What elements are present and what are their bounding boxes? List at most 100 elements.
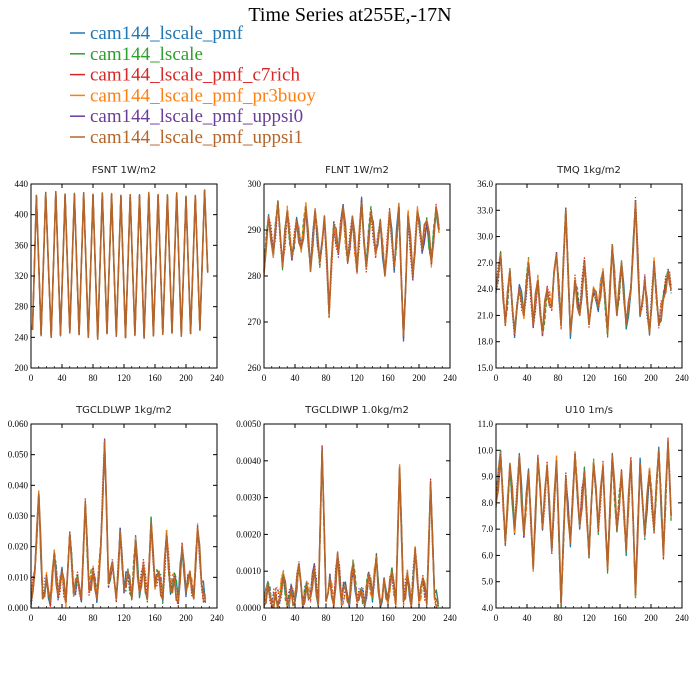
- x-tick-label: 160: [148, 373, 162, 383]
- y-tick-label: 33.0: [477, 205, 493, 215]
- y-tick-label: 320: [15, 271, 29, 281]
- y-tick-label: 4.0: [482, 603, 494, 613]
- x-tick-label: 0: [494, 613, 499, 623]
- x-tick-label: 160: [148, 613, 162, 623]
- series-line: [31, 189, 209, 340]
- y-tick-label: 10.0: [477, 445, 493, 455]
- y-tick-label: 0.050: [8, 450, 29, 460]
- y-tick-label: 6.0: [482, 550, 494, 560]
- y-tick-label: 18.0: [477, 337, 493, 347]
- x-tick-label: 0: [262, 613, 267, 623]
- y-tick-label: 290: [248, 225, 262, 235]
- x-tick-label: 40: [291, 373, 301, 383]
- x-tick-label: 240: [443, 373, 457, 383]
- x-tick-label: 160: [381, 373, 395, 383]
- y-tick-label: 0.010: [8, 572, 29, 582]
- x-tick-label: 80: [322, 373, 332, 383]
- x-tick-label: 240: [675, 373, 689, 383]
- x-tick-label: 240: [210, 613, 224, 623]
- x-tick-label: 80: [322, 613, 332, 623]
- x-tick-label: 240: [210, 373, 224, 383]
- x-tick-label: 80: [89, 373, 99, 383]
- y-tick-label: 0.0040: [236, 456, 261, 466]
- legend-label: cam144_lscale_pmf: [90, 23, 244, 44]
- legend-entry: cam144_lscale_pmf_uppsi1: [70, 127, 303, 148]
- y-tick-label: 8.0: [482, 498, 494, 508]
- x-tick-label: 240: [443, 613, 457, 623]
- x-tick-label: 40: [523, 373, 533, 383]
- series-group: [263, 196, 440, 342]
- y-tick-label: 24.0: [477, 284, 493, 294]
- x-tick-label: 120: [117, 373, 131, 383]
- x-tick-label: 120: [350, 613, 364, 623]
- legend-label: cam144_lscale: [90, 44, 203, 65]
- panel-title: FLNT 1W/m2: [325, 165, 389, 176]
- y-tick-label: 11.0: [478, 419, 494, 429]
- x-tick-label: 40: [523, 613, 533, 623]
- plot-frame: [263, 183, 451, 369]
- series-line: [263, 447, 439, 609]
- y-tick-label: 270: [248, 317, 262, 327]
- x-tick-label: 160: [613, 613, 627, 623]
- chart-panel: TGCLDLWP 1kg/m2 0 40 80 120 160 200 240 0.000 0.0…: [8, 405, 225, 623]
- chart-panel: TGCLDIWP 1.0kg/m2 0 40 80 120 160 200 240 0.0000…: [236, 405, 457, 623]
- y-tick-label: 0.0030: [236, 493, 261, 503]
- y-tick-label: 400: [15, 210, 29, 220]
- legend-label: cam144_lscale_pmf_uppsi0: [90, 106, 303, 127]
- x-tick-label: 120: [582, 373, 596, 383]
- y-tick-label: 15.0: [477, 363, 493, 373]
- legend-label: cam144_lscale_pmf_pr3buoy: [90, 85, 316, 106]
- chart-panel: TMQ 1kg/m2 0 40 80 120 160 200 240 15.0 18.0 21.0 2…: [477, 165, 689, 383]
- y-tick-label: 440: [15, 179, 29, 189]
- x-tick-label: 80: [554, 373, 564, 383]
- series-group: [263, 444, 440, 609]
- series-line: [263, 448, 440, 609]
- x-tick-label: 200: [644, 373, 658, 383]
- x-tick-label: 40: [58, 613, 68, 623]
- y-tick-label: 0.030: [8, 511, 29, 521]
- y-tick-label: 360: [15, 240, 29, 250]
- legend-label: cam144_lscale_pmf_uppsi1: [90, 127, 303, 148]
- y-tick-label: 0.0010: [236, 566, 261, 576]
- chart-panels: FSNT 1W/m2 0 40 80 120 160 200 240 200 240 280 320 3…: [8, 165, 690, 623]
- y-tick-label: 280: [15, 302, 29, 312]
- legend-entry: cam144_lscale_pmf: [70, 23, 244, 44]
- y-tick-label: 300: [248, 179, 262, 189]
- series-group: [30, 437, 207, 608]
- panel-title: TMQ 1kg/m2: [556, 165, 621, 176]
- panel-title: U10 1m/s: [565, 405, 613, 416]
- x-tick-label: 160: [381, 613, 395, 623]
- y-tick-label: 36.0: [477, 179, 493, 189]
- y-tick-label: 200: [15, 363, 29, 373]
- x-tick-label: 40: [58, 373, 68, 383]
- legend-label: cam144_lscale_pmf_c7rich: [90, 65, 300, 86]
- y-tick-label: 240: [15, 332, 29, 342]
- x-tick-label: 120: [117, 613, 131, 623]
- x-tick-label: 200: [412, 613, 426, 623]
- y-tick-label: 9.0: [482, 472, 494, 482]
- x-tick-label: 160: [613, 373, 627, 383]
- series-line: [30, 441, 207, 603]
- y-tick-label: 0.060: [8, 419, 29, 429]
- panel-title: TGCLDIWP 1.0kg/m2: [304, 405, 409, 416]
- legend-entry: cam144_lscale_pmf_c7rich: [70, 65, 300, 86]
- x-tick-label: 0: [262, 373, 267, 383]
- series-group: [495, 437, 672, 609]
- y-tick-label: 0.0000: [236, 603, 261, 613]
- legend-entry: cam144_lscale_pmf_uppsi0: [70, 106, 303, 127]
- panel-title: TGCLDLWP 1kg/m2: [75, 405, 172, 416]
- legend-entry: cam144_lscale_pmf_pr3buoy: [70, 85, 316, 106]
- x-tick-label: 80: [554, 613, 564, 623]
- y-tick-label: 0.040: [8, 480, 29, 490]
- legend-entry: cam144_lscale: [70, 44, 203, 65]
- y-tick-label: 0.0020: [236, 529, 261, 539]
- y-tick-label: 7.0: [482, 524, 494, 534]
- x-tick-label: 120: [350, 373, 364, 383]
- series-group: [31, 188, 209, 341]
- legend: cam144_lscale_pmfcam144_lscalecam144_lsc…: [70, 23, 316, 148]
- y-tick-label: 0.020: [8, 542, 29, 552]
- x-tick-label: 40: [291, 613, 301, 623]
- chart-panel: U10 1m/s 0 40 80 120 160 200 240 4.0 5.0 6.0 7.0 8.0…: [477, 405, 689, 623]
- chart-panel: FLNT 1W/m2 0 40 80 120 160 200 240 260 270 280 290 3…: [248, 165, 458, 383]
- y-tick-label: 280: [248, 271, 262, 281]
